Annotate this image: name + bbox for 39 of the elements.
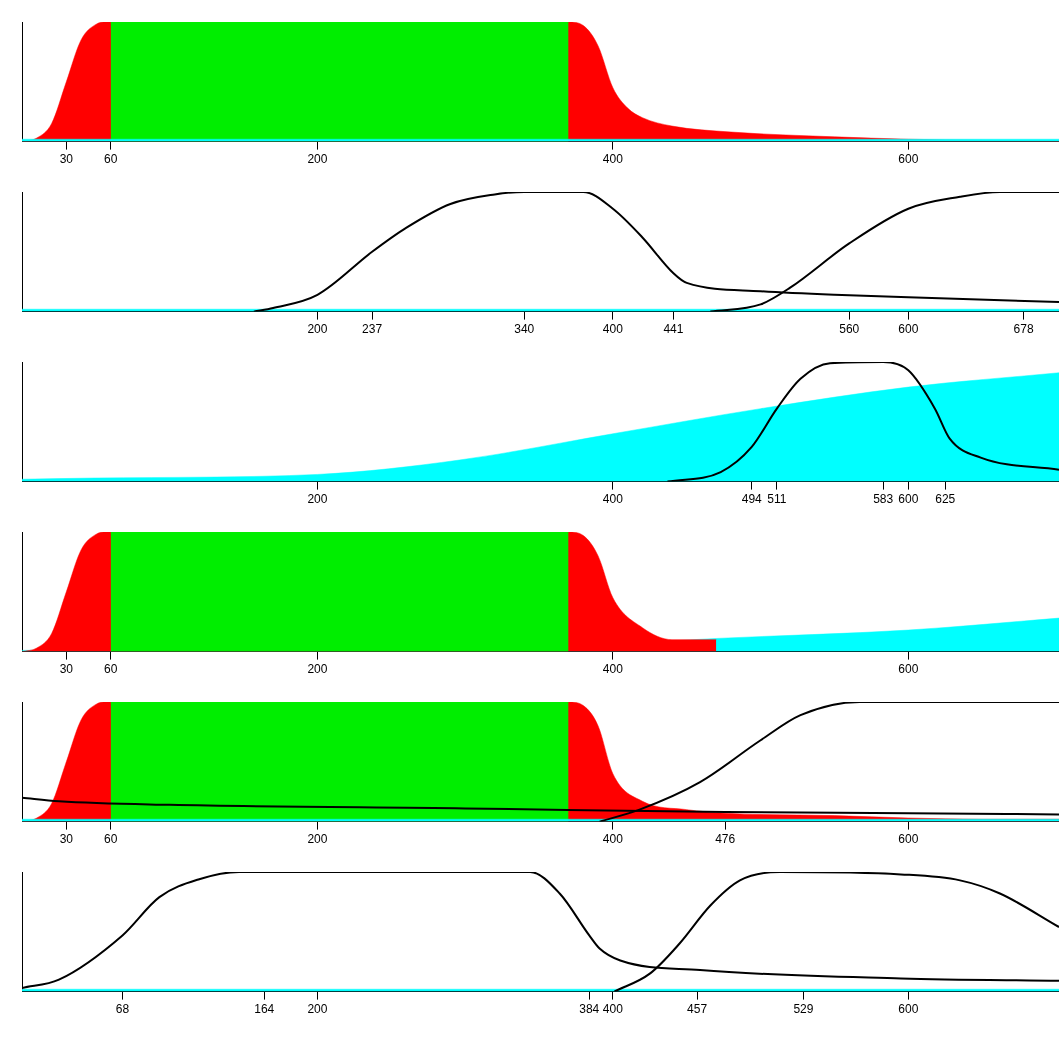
x-tick-label: 68 — [115, 1002, 130, 1017]
x-tick-label: 400 — [602, 832, 624, 847]
x-tick-label: 441 — [663, 322, 684, 337]
x-tick-label: 164 — [254, 1002, 275, 1017]
x-tick-label: 600 — [898, 662, 919, 677]
x-tick-label: 60 — [103, 152, 118, 167]
x-tick-label: 678 — [1013, 322, 1034, 337]
x-tick-label: 30 — [59, 832, 74, 847]
x-tick-label: 494 — [741, 492, 763, 507]
x-tick-label: 237 — [362, 322, 383, 337]
x-tick-label: 200 — [307, 832, 328, 847]
x-tick-label: 600 — [898, 322, 919, 337]
x-tick-label: 200 — [307, 322, 328, 337]
x-tick-label: 400 — [602, 662, 624, 677]
x-tick-label: 200 — [307, 1002, 328, 1017]
x-tick-label: 529 — [793, 1002, 814, 1017]
x-tick-label: 600 — [898, 832, 919, 847]
x-tick-label: 384 — [579, 1002, 600, 1017]
x-tick-label: 400 — [602, 152, 624, 167]
x-tick-label: 400 — [602, 322, 624, 337]
x-tick-label: 583 — [873, 492, 894, 507]
x-tick-label: 560 — [839, 322, 860, 337]
x-tick-label: 600 — [898, 492, 919, 507]
x-tick-label: 476 — [715, 832, 736, 847]
x-tick-label: 511 — [767, 492, 787, 507]
x-tick-label: 400 — [602, 1002, 624, 1017]
x-tick-label: 400 — [602, 492, 624, 507]
x-tick-label: 600 — [898, 152, 919, 167]
x-tick-label: 30 — [59, 662, 74, 677]
x-tick-label: 600 — [898, 1002, 919, 1017]
x-tick-label: 60 — [103, 832, 118, 847]
x-tick-label: 200 — [307, 152, 328, 167]
x-tick-label: 340 — [514, 322, 535, 337]
x-tick-label: 30 — [59, 152, 74, 167]
x-tick-label: 60 — [103, 662, 118, 677]
x-tick-label: 200 — [307, 492, 328, 507]
x-tick-label: 200 — [307, 662, 328, 677]
x-tick-label: 625 — [935, 492, 956, 507]
x-tick-label: 457 — [687, 1002, 708, 1017]
